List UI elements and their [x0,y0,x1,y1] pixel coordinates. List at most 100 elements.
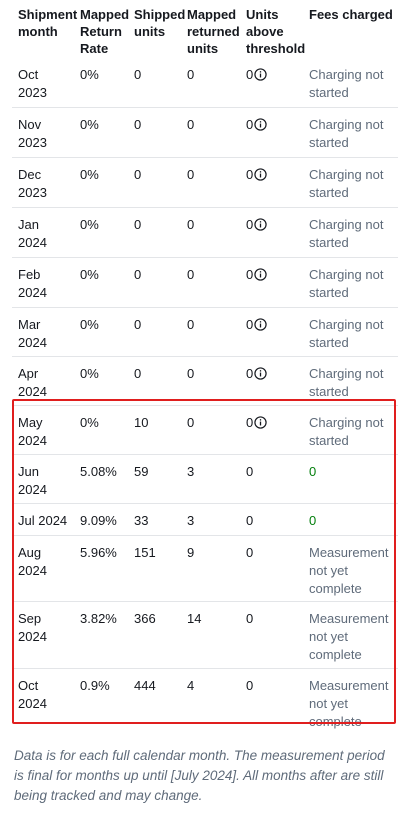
cell-shipped-units: 0 [134,217,142,232]
units-above-value: 0 [246,513,254,528]
info-icon[interactable] [254,216,267,234]
cell-shipment-month: Jul 2024 [18,513,68,528]
cell-shipment-month: Aug 2024 [18,545,47,578]
cell-units-above-threshold: 0 [246,463,306,481]
cell-units-above-threshold: 0 [246,610,306,628]
units-above-value: 0 [246,464,254,479]
info-icon[interactable] [254,266,267,284]
header-mapped-returned-units: Mapped returned units [187,7,240,56]
info-icon[interactable] [254,66,267,84]
cell-shipment-month: Sep 2024 [18,611,47,644]
table-row: Oct 2023 0% 0 0 0 Charging not started [12,58,398,108]
cell-shipment-month: May 2024 [18,415,47,448]
cell-returned-units: 0 [187,267,195,282]
cell-return-rate: 5.08% [80,464,117,479]
units-above-value: 0 [246,678,254,693]
cell-fees-charged: Charging not started [309,267,384,300]
cell-units-above-threshold: 0 [246,166,306,184]
units-above-value: 0 [246,545,254,560]
cell-return-rate: 0% [80,217,99,232]
units-above-value: 0 [246,217,254,232]
info-icon[interactable] [254,414,267,432]
cell-shipment-month: Oct 2024 [18,678,47,711]
cell-units-above-threshold: 0 [246,544,306,562]
cell-shipped-units: 33 [134,513,149,528]
units-above-value: 0 [246,415,254,430]
cell-fees-charged: Charging not started [309,167,384,200]
table-row: May 2024 0% 10 0 0 Charging not started [12,406,398,455]
cell-units-above-threshold: 0 [246,66,306,84]
cell-return-rate: 0% [80,415,99,430]
cell-shipped-units: 0 [134,267,142,282]
cell-returned-units: 3 [187,464,195,479]
return-fees-table: Shipment month Mapped Return Rate Shippe… [12,0,398,735]
cell-shipped-units: 151 [134,545,156,560]
table-row: Feb 2024 0% 0 0 0 Charging not started [12,258,398,308]
table-row: Jan 2024 0% 0 0 0 Charging not started [12,208,398,258]
units-above-value: 0 [246,317,254,332]
cell-units-above-threshold: 0 [246,365,306,383]
units-above-value: 0 [246,67,254,82]
header-shipment-month: Shipment month [18,7,78,39]
cell-units-above-threshold: 0 [246,316,306,334]
cell-shipment-month: Oct 2023 [18,67,47,100]
cell-returned-units: 0 [187,117,195,132]
table-row: Oct 2024 0.9% 444 4 0 Measurement not yet com… [12,669,398,735]
cell-shipment-month: Nov 2023 [18,117,47,150]
cell-returned-units: 0 [187,217,195,232]
table-body: Oct 2023 0% 0 0 0 Charging not started Nov 202… [12,58,398,735]
cell-return-rate: 0.9% [80,678,110,693]
info-icon[interactable] [254,365,267,383]
cell-shipment-month: Feb 2024 [18,267,47,300]
header-fees-charged: Fees charged [309,7,393,22]
cell-return-rate: 0% [80,167,99,182]
footnote: Data is for each full calendar month. Th… [14,748,385,803]
cell-returned-units: 0 [187,317,195,332]
info-icon[interactable] [254,116,267,134]
cell-fees-charged: Charging not started [309,317,384,350]
table-row: Mar 2024 0% 0 0 0 Charging not started [12,308,398,357]
cell-returned-units: 4 [187,678,195,693]
cell-units-above-threshold: 0 [246,266,306,284]
cell-returned-units: 0 [187,67,195,82]
cell-shipped-units: 444 [134,678,156,693]
units-above-value: 0 [246,117,254,132]
header-shipped-units: Shipped units [134,7,186,39]
cell-fees-charged: Measurement not yet complete [309,545,389,596]
cell-fees-charged: Charging not started [309,67,384,100]
cell-shipped-units: 0 [134,117,142,132]
header-mapped-return-rate: Mapped Return Rate [80,7,130,56]
cell-shipment-month: Mar 2024 [18,317,47,350]
table-row: Nov 2023 0% 0 0 0 Charging not started [12,108,398,158]
cell-fees-charged: Charging not started [309,415,384,448]
cell-shipment-month: Apr 2024 [18,366,47,399]
cell-units-above-threshold: 0 [246,677,306,695]
cell-shipped-units: 59 [134,464,149,479]
cell-units-above-threshold: 0 [246,414,306,432]
cell-return-rate: 9.09% [80,513,117,528]
table-header: Shipment month Mapped Return Rate Shippe… [12,0,398,58]
cell-units-above-threshold: 0 [246,116,306,134]
cell-return-rate: 0% [80,67,99,82]
table-row: Dec 2023 0% 0 0 0 Charging not started [12,158,398,208]
cell-fees-charged: Charging not started [309,217,384,250]
cell-shipped-units: 10 [134,415,149,430]
cell-fees-charged: Charging not started [309,366,384,399]
cell-fees-charged: 0 [309,464,317,479]
cell-shipment-month: Jan 2024 [18,217,47,250]
cell-fees-charged: Measurement not yet complete [309,611,389,662]
cell-shipped-units: 0 [134,317,142,332]
info-icon[interactable] [254,166,267,184]
cell-return-rate: 0% [80,317,99,332]
cell-returned-units: 0 [187,366,195,381]
cell-units-above-threshold: 0 [246,216,306,234]
units-above-value: 0 [246,167,254,182]
units-above-value: 0 [246,366,254,381]
units-above-value: 0 [246,267,254,282]
cell-returned-units: 14 [187,611,202,626]
cell-return-rate: 5.96% [80,545,117,560]
info-icon[interactable] [254,316,267,334]
units-above-value: 0 [246,611,254,626]
table-row: Sep 2024 3.82% 366 14 0 Measurement not yet c… [12,602,398,669]
cell-returned-units: 3 [187,513,195,528]
